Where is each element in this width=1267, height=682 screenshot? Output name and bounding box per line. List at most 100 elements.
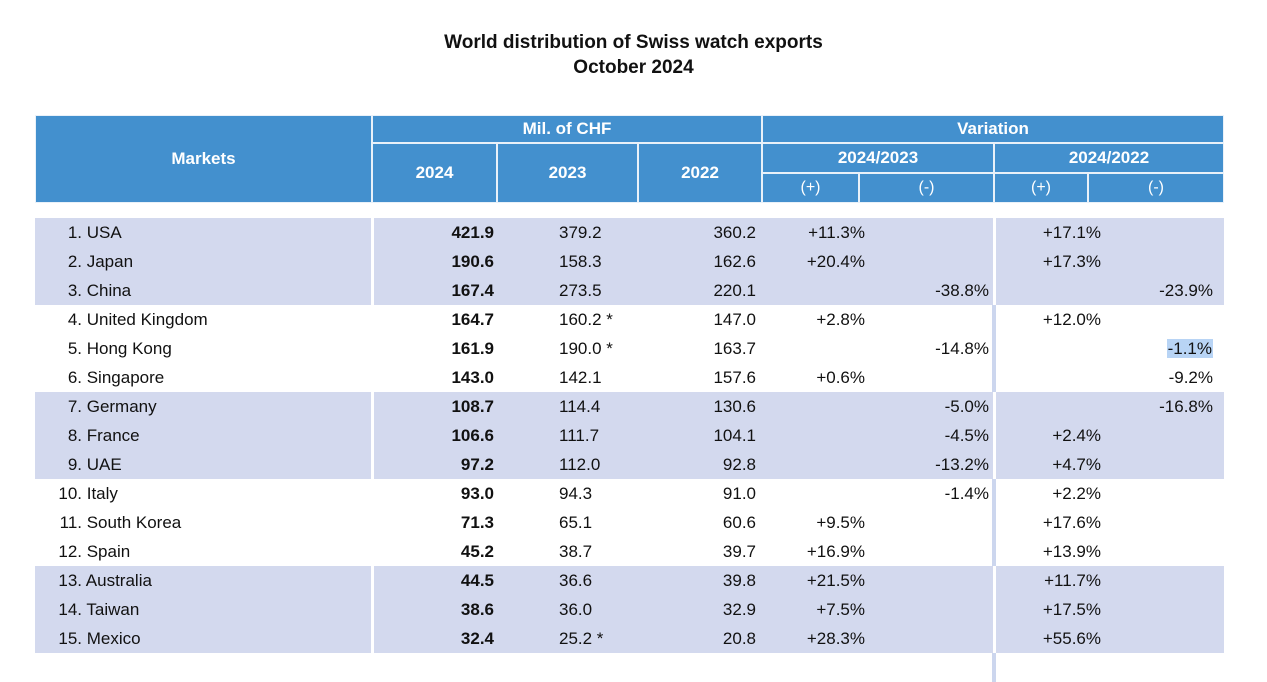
market-name: 15. Mexico	[35, 624, 372, 653]
value-2023-text: 111.7	[559, 426, 600, 445]
variation-2024-2022-minus-text: -16.8%	[1159, 397, 1213, 416]
variation-2024-2022-minus: -1.1%	[1088, 334, 1213, 363]
value-2024-text: 97.2	[460, 455, 494, 474]
market-label: Japan	[82, 252, 134, 271]
variation-2024-2022-minus	[1088, 218, 1213, 247]
variation-2024-2022-minus: -16.8%	[1088, 392, 1213, 421]
variation-2024-2022-plus: +2.4%	[994, 421, 1101, 450]
variation-2024-2023-minus	[859, 305, 989, 334]
market-label: Hong Kong	[82, 339, 172, 358]
variation-2024-2023-plus: +11.3%	[762, 218, 865, 247]
value-2022-text: 360.2	[713, 223, 756, 242]
header-p1-minus: (-)	[859, 173, 994, 203]
market-rank: 1.	[67, 223, 82, 242]
table-row: 3. China 167.4 273.5 220.1 -38.8% -23.9%	[35, 276, 1224, 305]
value-2022: 157.6	[638, 363, 756, 392]
value-2023-text: 36.6	[559, 571, 593, 590]
header-p1-plus: (+)	[762, 173, 859, 203]
value-2022: 60.6	[638, 508, 756, 537]
variation-2024-2023-plus: +16.9%	[762, 537, 865, 566]
market-label: France	[82, 426, 140, 445]
variation-2024-2022-plus-text: +12.0%	[1042, 310, 1101, 329]
variation-2024-2023-plus: +2.8%	[762, 305, 865, 334]
market-label: Taiwan	[82, 600, 140, 619]
value-2022-text: 220.1	[713, 281, 756, 300]
market-rank: 8.	[67, 426, 82, 445]
column-divider	[993, 218, 996, 682]
value-2023-text: 36.0	[559, 600, 593, 619]
variation-2024-2022-minus: -9.2%	[1088, 363, 1213, 392]
variation-2024-2022-plus: +12.0%	[994, 305, 1101, 334]
table-row: 7. Germany 108.7 114.4 130.6 -5.0% -16.8%	[35, 392, 1224, 421]
value-2022: 91.0	[638, 479, 756, 508]
header-mil-chf: Mil. of CHF	[372, 115, 762, 143]
market-name: 8. France	[35, 421, 372, 450]
value-2024: 167.4	[372, 276, 494, 305]
value-2024-text: 44.5	[460, 571, 494, 590]
market-name: 10. Italy	[35, 479, 372, 508]
variation-2024-2022-plus-text: +2.2%	[1052, 484, 1101, 503]
header-2022: 2022	[638, 143, 762, 203]
variation-2024-2023-minus-text: -1.4%	[944, 484, 989, 503]
variation-2024-2022-plus: +13.9%	[994, 537, 1101, 566]
value-2022: 220.1	[638, 276, 756, 305]
variation-2024-2022-minus	[1088, 595, 1213, 624]
value-2022: 360.2	[638, 218, 756, 247]
market-label: Mexico	[82, 629, 141, 648]
variation-2024-2022-minus-text: -9.2%	[1168, 368, 1213, 387]
value-2023: 94.3	[497, 479, 615, 508]
variation-2024-2022-minus	[1088, 508, 1213, 537]
value-2022: 92.8	[638, 450, 756, 479]
variation-2024-2023-plus: +0.6%	[762, 363, 865, 392]
market-label: USA	[82, 223, 122, 242]
value-2023-text: 25.2 *	[559, 629, 604, 648]
header-p2-plus: (+)	[994, 173, 1088, 203]
value-2022: 39.8	[638, 566, 756, 595]
value-2023: 111.7	[497, 421, 615, 450]
variation-2024-2023-minus-text: -5.0%	[944, 397, 989, 416]
variation-2024-2023-minus-text: -4.5%	[944, 426, 989, 445]
variation-2024-2023-plus-text: +7.5%	[816, 600, 865, 619]
market-name: 11. South Korea	[35, 508, 372, 537]
value-2022: 163.7	[638, 334, 756, 363]
variation-2024-2022-plus	[994, 276, 1101, 305]
value-2023-text: 65.1	[559, 513, 593, 532]
variation-2024-2022-minus	[1088, 247, 1213, 276]
market-rank: 9.	[67, 455, 82, 474]
table-row: 5. Hong Kong 161.9 190.0 * 163.7 -14.8% -1.1%	[35, 334, 1224, 363]
market-rank: 4.	[67, 310, 82, 329]
variation-2024-2023-minus: -38.8%	[859, 276, 989, 305]
value-2024-text: 421.9	[451, 223, 494, 242]
variation-2024-2023-minus: -5.0%	[859, 392, 989, 421]
market-name: 9. UAE	[35, 450, 372, 479]
market-label: Singapore	[82, 368, 165, 387]
value-2024: 421.9	[372, 218, 494, 247]
header-2023: 2023	[497, 143, 638, 203]
value-2022: 147.0	[638, 305, 756, 334]
table-row: 8. France 106.6 111.7 104.1 -4.5% +2.4%	[35, 421, 1224, 450]
value-2022-text: 92.8	[722, 455, 756, 474]
market-label: South Korea	[82, 513, 182, 532]
value-2022: 20.8	[638, 624, 756, 653]
value-2022-text: 91.0	[722, 484, 756, 503]
variation-2024-2023-minus	[859, 537, 989, 566]
value-2023-text: 190.0 *	[559, 339, 613, 358]
value-2024: 108.7	[372, 392, 494, 421]
variation-2024-2022-minus	[1088, 450, 1213, 479]
market-name: 3. China	[35, 276, 372, 305]
variation-2024-2022-minus	[1088, 566, 1213, 595]
value-2023: 38.7	[497, 537, 615, 566]
table-row: 11. South Korea 71.3 65.1 60.6 +9.5% +17.6%	[35, 508, 1224, 537]
variation-2024-2022-plus	[994, 363, 1101, 392]
market-rank: 13.	[58, 571, 82, 590]
value-2022-text: 157.6	[713, 368, 756, 387]
variation-2024-2023-minus	[859, 247, 989, 276]
value-2022: 104.1	[638, 421, 756, 450]
market-rank: 5.	[67, 339, 82, 358]
value-2023-text: 38.7	[559, 542, 593, 561]
variation-2024-2023-plus-text: +11.3%	[808, 223, 865, 242]
variation-2024-2022-minus	[1088, 305, 1213, 334]
value-2023: 114.4	[497, 392, 615, 421]
market-name: 4. United Kingdom	[35, 305, 372, 334]
market-label: Italy	[82, 484, 118, 503]
